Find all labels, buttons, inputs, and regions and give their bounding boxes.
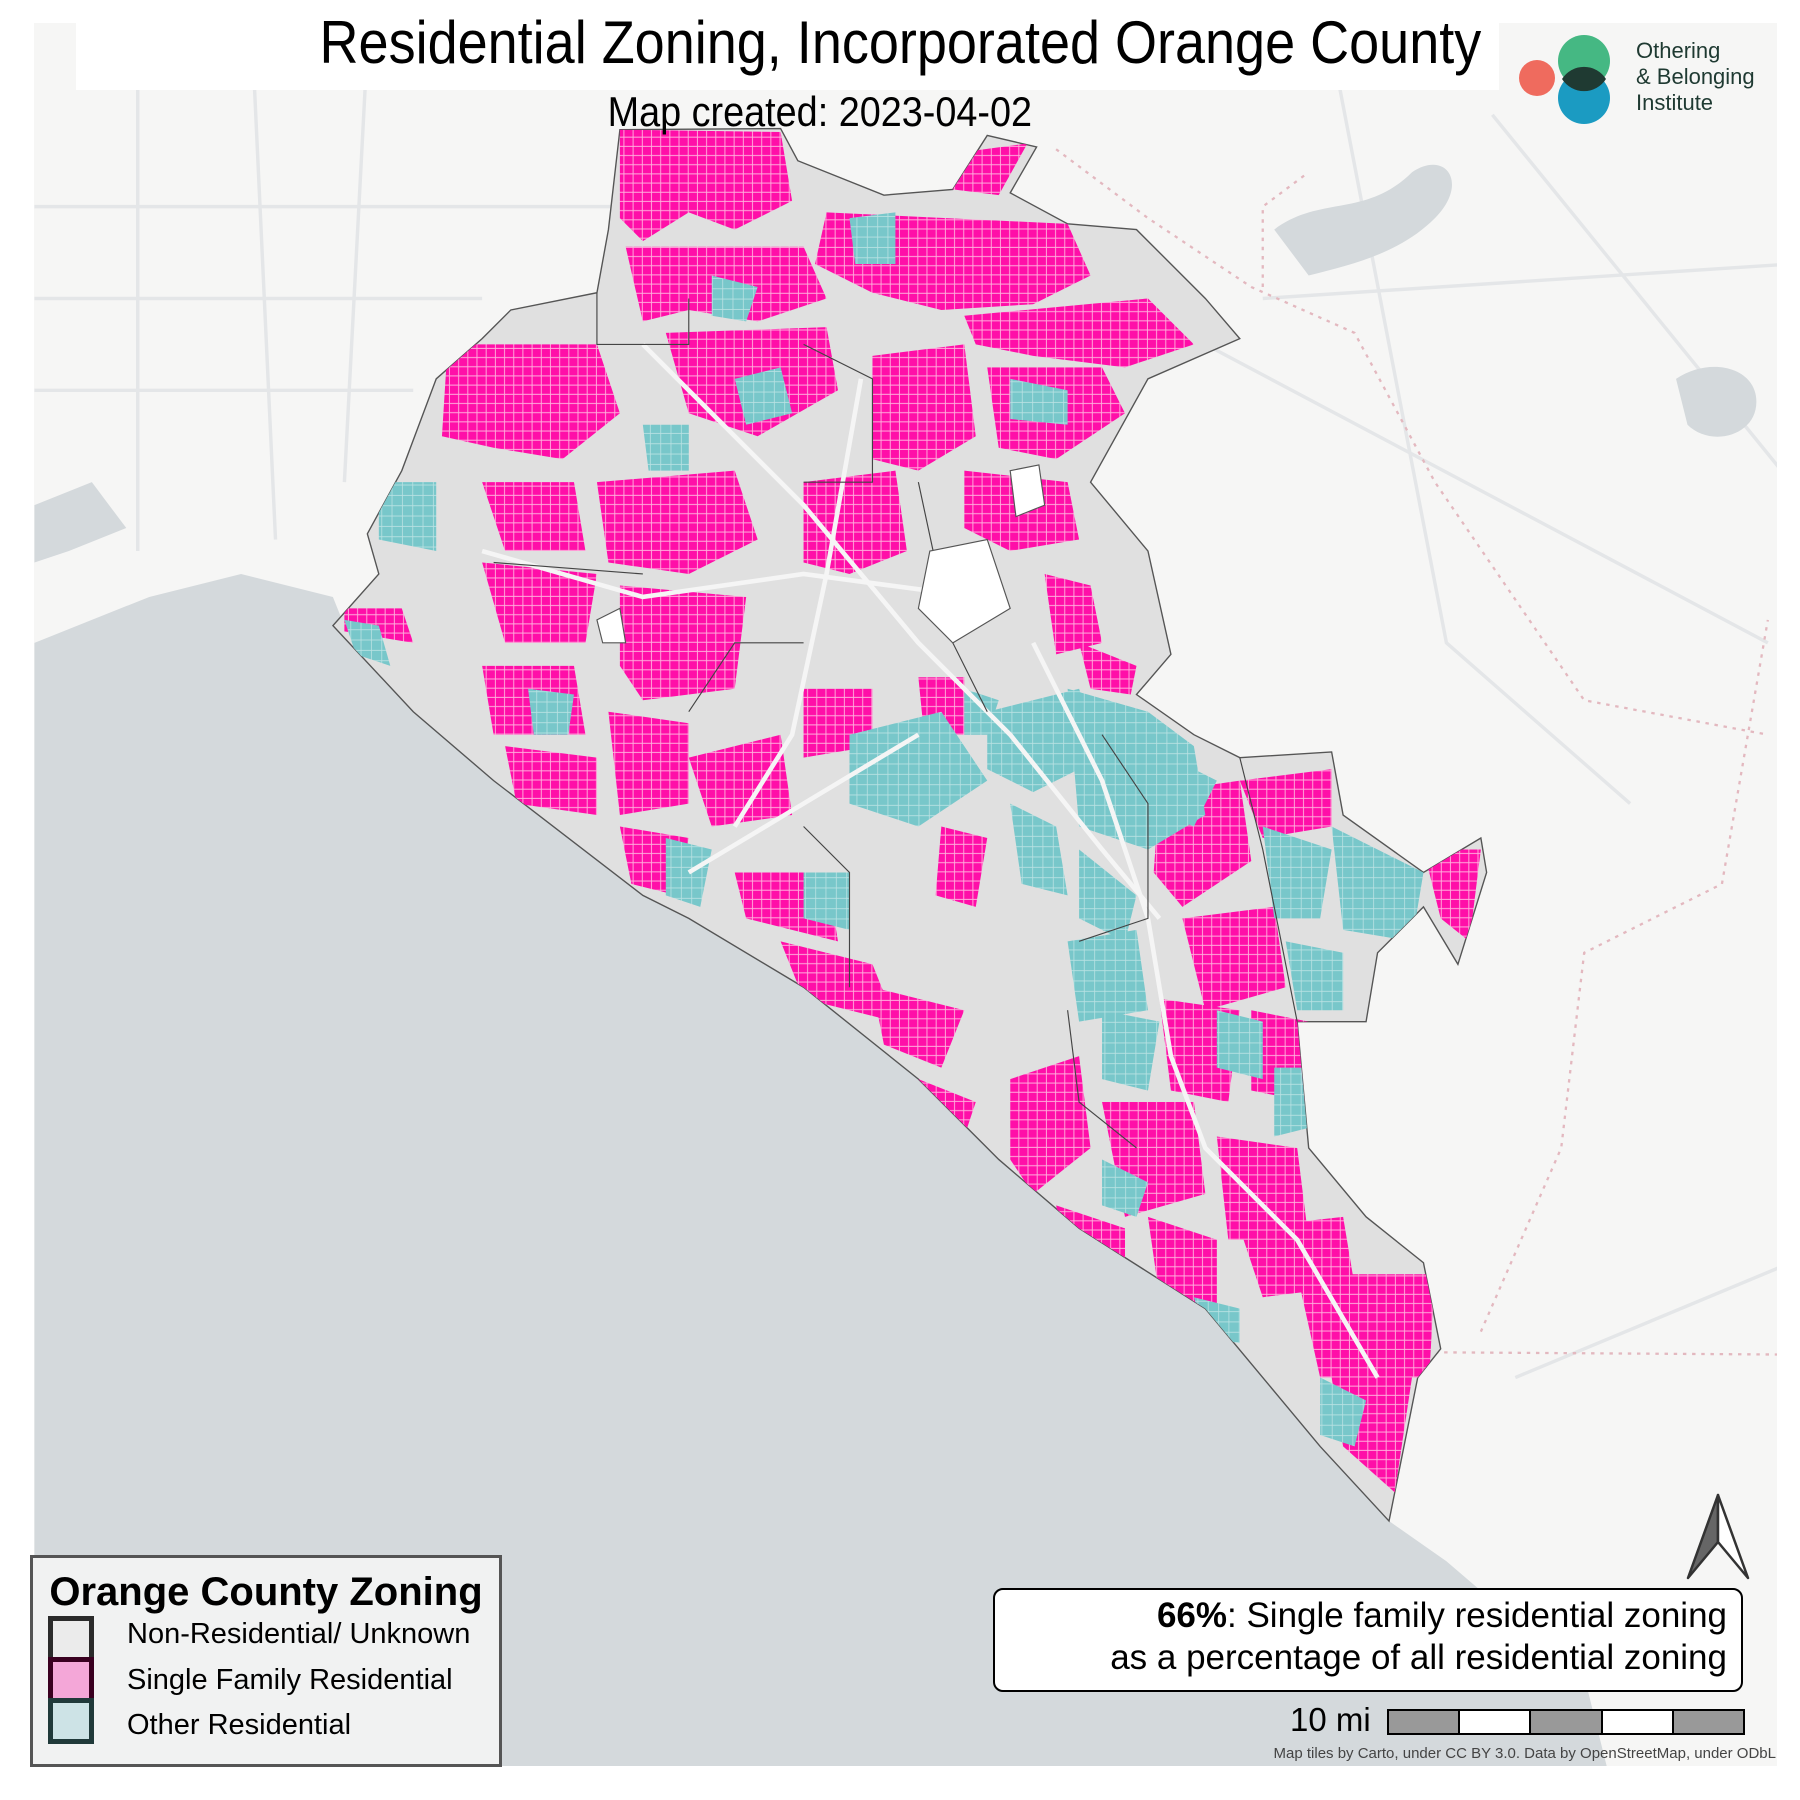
map-canvas[interactable]: [34, 23, 1777, 1766]
legend-label-other-residential: Other Residential: [127, 1709, 352, 1741]
legend-label-non-residential: Non-Residential/ Unknown: [127, 1618, 471, 1650]
swatch-non-residential: [48, 1616, 94, 1662]
legend-title: Orange County Zoning: [49, 1570, 483, 1614]
scale-segment: [1673, 1711, 1744, 1733]
map-attribution: Map tiles by Carto, under CC BY 3.0. Dat…: [1273, 1745, 1776, 1762]
logo-text: Othering & Belonging Institute: [1636, 38, 1755, 116]
single-family-zones: [344, 129, 1481, 1493]
scale-bar-label: 10 mi: [1290, 1701, 1371, 1738]
title-text: Residential Zoning, Incorporated Orange …: [319, 9, 1481, 76]
page-title: Residential Zoning, Incorporated Orange …: [0, 8, 1800, 77]
logo-line-2: & Belonging: [1636, 64, 1755, 89]
lake-shape: [1274, 164, 1452, 276]
city-boundaries: [493, 292, 1298, 1149]
county-boundary-lines: [1055, 148, 1777, 1356]
title-background: [76, 0, 1499, 90]
harbor-water: [34, 482, 127, 563]
map-created-date: Map created: 2023-04-02: [0, 88, 1640, 136]
logo-line-3: Institute: [1636, 90, 1714, 115]
stat-description-1: : Single family residential zoning: [1227, 1596, 1727, 1635]
scale-segment: [1531, 1711, 1603, 1733]
scale-segment: [1460, 1711, 1532, 1733]
stat-line-2: as a percentage of all residential zonin…: [1110, 1638, 1727, 1677]
ocean: [34, 573, 1607, 1766]
legend-label-single-family: Single Family Residential: [127, 1664, 453, 1696]
legend-swatches: [48, 1616, 96, 1744]
map-legend: Orange County Zoning Non-Residential/ Un…: [30, 1555, 502, 1767]
freeways: [481, 342, 1380, 1379]
other-residential-zones: [344, 212, 1424, 1447]
stat-percentage: 66%: [1156, 1596, 1228, 1635]
north-arrow-icon: [1686, 1493, 1750, 1580]
logo-circles-icon: [1519, 35, 1610, 124]
othering-belonging-logo: Othering & Belonging Institute: [1515, 28, 1777, 128]
logo-line-1: Othering: [1636, 38, 1721, 63]
lake-shape: [1676, 366, 1757, 437]
unincorporated-holes: [596, 464, 1046, 644]
stat-line-1: 66%: Single family residential zoning: [1157, 1596, 1727, 1636]
scale-bar: [1387, 1709, 1745, 1735]
subtitle-text: Map created: 2023-04-02: [607, 88, 1033, 135]
scale-segment: [1602, 1711, 1674, 1733]
swatch-other-residential: [48, 1698, 94, 1744]
scale-segment: [1389, 1711, 1461, 1733]
basemap: [34, 23, 1777, 1766]
swatch-single-family: [48, 1657, 94, 1703]
single-family-stat-box: 66%: Single family residential zoning as…: [993, 1588, 1743, 1692]
